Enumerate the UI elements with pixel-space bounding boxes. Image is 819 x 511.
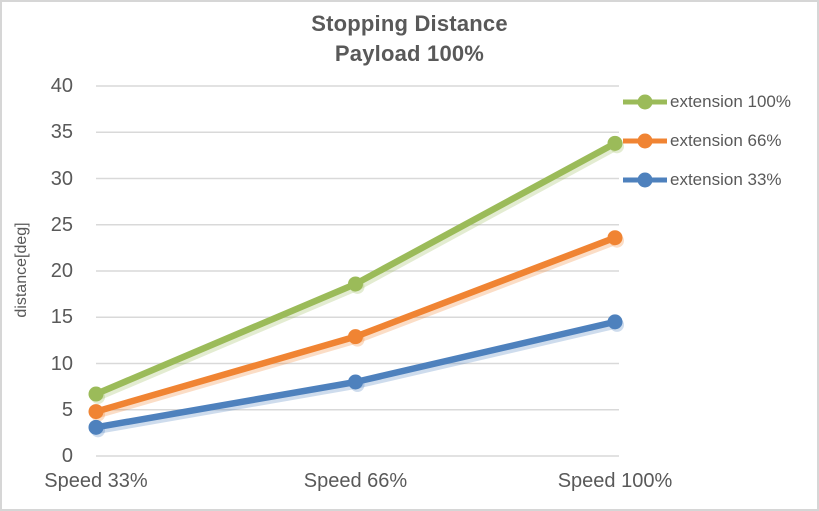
y-axis-tick-label: 10	[50, 352, 73, 375]
chart-title: Stopping Distance Payload 100%	[2, 9, 817, 69]
legend-item-extension-66-: extension 66%	[622, 129, 791, 153]
legend: extension 100% extension 66% extension 33%	[622, 90, 791, 207]
chart-title-line2: Payload 100%	[334, 41, 485, 66]
data-point-marker-extension-33-	[88, 419, 104, 435]
legend-label: extension 66%	[670, 131, 782, 150]
legend-marker-icon	[623, 133, 667, 149]
y-axis-tick-label: 30	[50, 167, 73, 190]
legend-item-extension-100-: extension 100%	[622, 90, 791, 114]
data-point-marker-extension-100-	[88, 386, 104, 402]
legend-marker-icon	[623, 172, 667, 188]
legend-label: extension 33%	[670, 170, 782, 189]
y-axis-tick-label: 40	[50, 75, 73, 97]
legend-marker-icon	[623, 94, 667, 110]
y-axis-tick-label: 25	[50, 213, 73, 236]
chart-title-line1: Stopping Distance	[311, 11, 508, 36]
data-point-marker-extension-66-	[348, 329, 363, 345]
x-axis-category-label: Speed 66%	[303, 470, 408, 492]
data-point-marker-extension-100-	[348, 276, 363, 292]
x-axis-category-label: Speed 33%	[44, 470, 148, 492]
data-point-marker-extension-33-	[348, 374, 363, 390]
y-axis-tick-label: 15	[50, 306, 73, 329]
data-point-marker-extension-66-	[88, 404, 104, 420]
legend-label: extension 100%	[670, 92, 791, 111]
data-point-marker-extension-100-	[607, 135, 623, 151]
legend-item-extension-33-: extension 33%	[622, 168, 791, 192]
y-axis-tick-label: 20	[50, 260, 73, 282]
x-axis-category-label: Speed 100%	[557, 470, 673, 492]
y-axis-tick-label: 35	[50, 121, 73, 144]
y-axis-tick-label: 5	[61, 398, 73, 421]
data-point-marker-extension-33-	[607, 314, 623, 330]
y-axis-tick-label: 0	[61, 445, 73, 467]
data-point-marker-extension-66-	[607, 230, 623, 246]
